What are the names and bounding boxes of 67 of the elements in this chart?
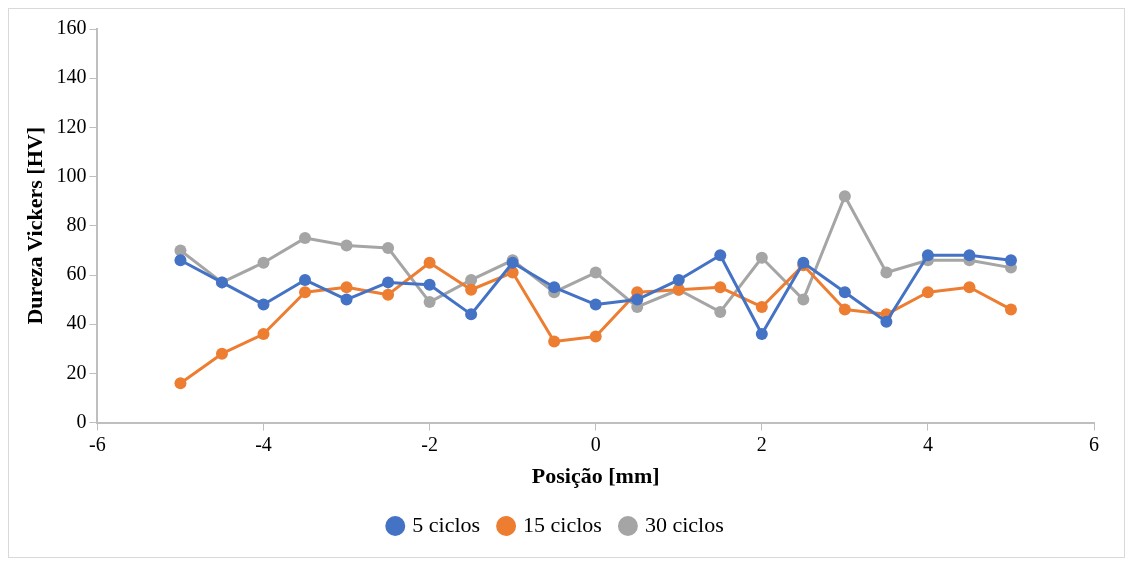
point [589,330,602,343]
point [423,296,436,309]
y-tick-label: 140 [56,65,87,88]
y-tick-label: 80 [66,213,87,236]
x-tick-label: -2 [421,432,438,455]
point [755,300,768,313]
point [423,256,436,269]
point [1004,254,1017,267]
point [465,308,478,321]
x-tick-label: -6 [89,432,106,455]
point [631,293,644,306]
point [921,286,934,299]
point [672,273,685,286]
point [423,278,436,291]
x-tick-label: 0 [590,432,601,455]
y-tick-label: 0 [76,409,87,432]
point [174,377,187,390]
point [257,256,270,269]
legend-label: 30 ciclos [644,511,724,537]
point [299,286,312,299]
point [838,303,851,316]
point [755,251,768,264]
legend-label: 15 ciclos [523,511,602,537]
point [589,298,602,311]
point [174,254,187,267]
point [755,328,768,341]
point [382,241,395,254]
point [382,276,395,289]
point [340,281,353,294]
point [880,266,893,279]
point [257,298,270,311]
point [963,249,976,262]
point [1004,303,1017,316]
y-tick-label: 160 [56,16,87,39]
point [465,283,478,296]
point [714,249,727,262]
point [299,232,312,245]
y-tick-label: 60 [66,262,87,285]
y-axis-title: Dureza Vickers [HV] [21,127,47,325]
x-axis-title: Posição [mm] [531,463,660,489]
point [340,239,353,252]
point [921,249,934,262]
point [465,273,478,286]
x-tick-label: 6 [1089,432,1099,455]
point [714,305,727,318]
y-tick-label: 100 [56,163,87,186]
point [797,293,810,306]
y-tick-label: 20 [66,360,87,383]
point [340,293,353,306]
y-tick-label: 40 [66,311,87,334]
x-tick-label: 2 [756,432,767,455]
x-tick-label: -4 [255,432,272,455]
point [880,315,893,328]
point [838,286,851,299]
legend-label: 5 ciclos [412,511,481,537]
y-tick-label: 120 [56,114,87,137]
point [548,281,561,294]
point [963,281,976,294]
point [215,347,228,360]
point [548,335,561,348]
point [714,281,727,294]
point [589,266,602,279]
x-tick-label: 4 [922,432,933,455]
point [257,328,270,341]
point [382,288,395,301]
point [838,190,851,203]
point [299,273,312,286]
